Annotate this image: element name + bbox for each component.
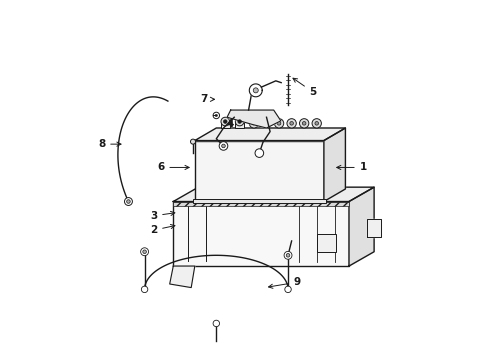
Text: 4: 4 — [227, 120, 234, 129]
Circle shape — [312, 119, 321, 128]
Text: 7: 7 — [200, 94, 215, 104]
Circle shape — [249, 119, 259, 128]
Bar — [317, 234, 337, 252]
Circle shape — [141, 286, 148, 293]
FancyBboxPatch shape — [220, 122, 230, 128]
Circle shape — [286, 253, 290, 257]
Circle shape — [315, 122, 318, 125]
Polygon shape — [324, 128, 345, 202]
Circle shape — [262, 119, 271, 128]
Text: 6: 6 — [157, 162, 189, 172]
Polygon shape — [170, 266, 195, 288]
Circle shape — [299, 119, 309, 128]
Text: 8: 8 — [98, 139, 121, 149]
Polygon shape — [227, 110, 281, 128]
Circle shape — [287, 119, 296, 128]
Circle shape — [277, 122, 281, 125]
Circle shape — [213, 112, 220, 119]
Bar — [173, 202, 349, 206]
Circle shape — [221, 144, 225, 148]
Bar — [195, 140, 324, 202]
Circle shape — [141, 248, 148, 256]
Circle shape — [223, 120, 227, 123]
Circle shape — [235, 117, 244, 126]
Circle shape — [290, 122, 294, 125]
Text: 3: 3 — [150, 211, 175, 221]
Polygon shape — [173, 187, 374, 202]
Circle shape — [126, 200, 130, 203]
Polygon shape — [367, 220, 381, 237]
Text: 5: 5 — [293, 78, 317, 97]
Circle shape — [191, 139, 196, 144]
Circle shape — [215, 114, 218, 117]
Circle shape — [221, 117, 230, 126]
Text: 9: 9 — [269, 277, 300, 288]
Text: 1: 1 — [337, 162, 367, 172]
Bar — [193, 199, 326, 203]
Text: 2: 2 — [150, 225, 175, 235]
Circle shape — [255, 149, 264, 157]
Bar — [173, 202, 349, 266]
Circle shape — [265, 122, 269, 125]
Circle shape — [219, 141, 228, 150]
Circle shape — [285, 286, 291, 293]
Circle shape — [213, 320, 220, 327]
FancyBboxPatch shape — [235, 122, 245, 128]
Circle shape — [252, 122, 256, 125]
Circle shape — [302, 122, 306, 125]
Circle shape — [284, 251, 292, 259]
Polygon shape — [249, 84, 262, 97]
Circle shape — [124, 198, 132, 206]
Circle shape — [238, 120, 242, 123]
Circle shape — [274, 119, 284, 128]
Circle shape — [143, 250, 147, 253]
Polygon shape — [195, 128, 345, 140]
Polygon shape — [349, 187, 374, 266]
Circle shape — [253, 88, 258, 93]
